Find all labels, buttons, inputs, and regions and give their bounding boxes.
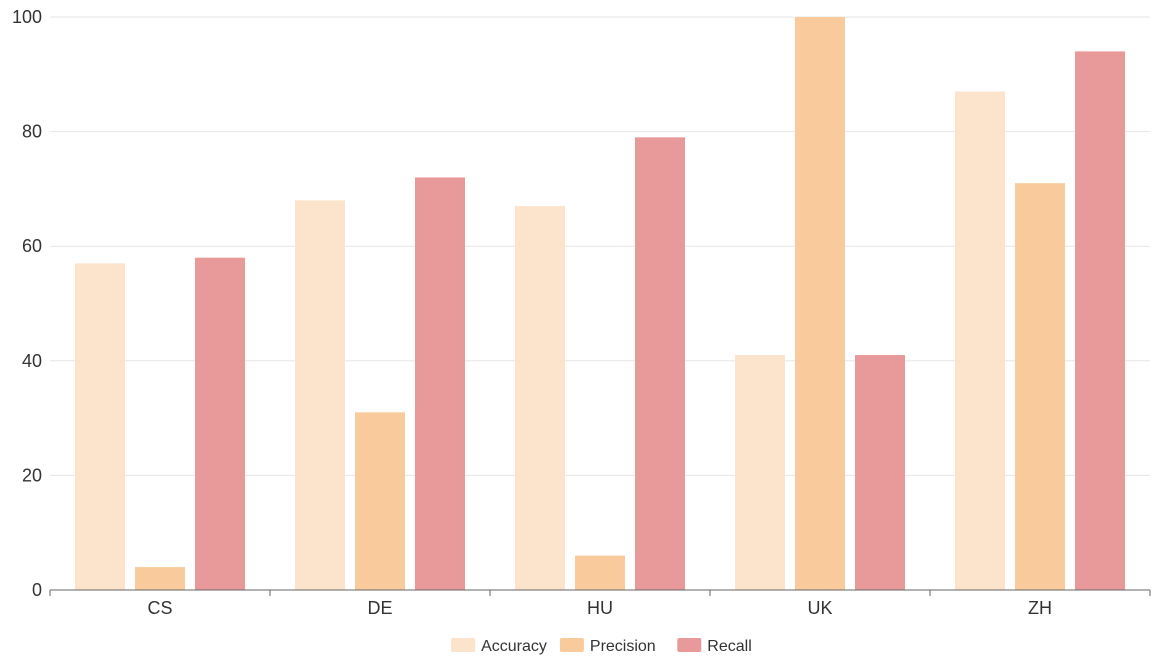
- x-tick-label: ZH: [1028, 598, 1052, 618]
- bar-precision-zh: [1015, 183, 1065, 591]
- y-tick-label: 100: [12, 7, 42, 27]
- legend-swatch-accuracy: [451, 638, 476, 652]
- legend-label-recall: Recall: [707, 638, 751, 655]
- bar-accuracy-uk: [735, 355, 785, 590]
- bar-recall-cs: [195, 257, 245, 590]
- y-tick-label: 40: [22, 351, 42, 371]
- bar-accuracy-hu: [515, 206, 565, 590]
- bar-precision-de: [355, 412, 405, 590]
- bar-recall-uk: [855, 355, 905, 590]
- y-tick-label: 0: [32, 580, 42, 600]
- bar-recall-hu: [635, 137, 685, 590]
- bar-accuracy-cs: [75, 263, 125, 590]
- x-tick-label: UK: [807, 598, 832, 618]
- legend-swatch-recall: [677, 638, 702, 652]
- bars: [75, 17, 1125, 591]
- bar-accuracy-zh: [955, 91, 1005, 591]
- legend-label-accuracy: Accuracy: [481, 638, 547, 655]
- x-tick-label: CS: [147, 598, 172, 618]
- legend-label-precision: Precision: [590, 638, 656, 655]
- x-tick-label: HU: [587, 598, 613, 618]
- x-tick-label: DE: [367, 598, 392, 618]
- bar-accuracy-de: [295, 200, 345, 591]
- legend-swatch-precision: [559, 638, 584, 652]
- x-axis: CS DE HU UK ZH: [49, 589, 1151, 618]
- bar-recall-de: [415, 177, 465, 590]
- legend: Accuracy Precision Recall: [451, 638, 752, 655]
- y-tick-label: 20: [22, 465, 42, 485]
- y-tick-label: 80: [22, 122, 42, 142]
- bar-recall-zh: [1075, 51, 1125, 590]
- y-tick-label: 60: [22, 236, 42, 256]
- bar-precision-uk: [795, 17, 845, 590]
- bar-precision-hu: [575, 555, 625, 590]
- y-axis-ticks: 0 20 40 60 80 100: [12, 7, 42, 600]
- bar-precision-cs: [135, 567, 185, 590]
